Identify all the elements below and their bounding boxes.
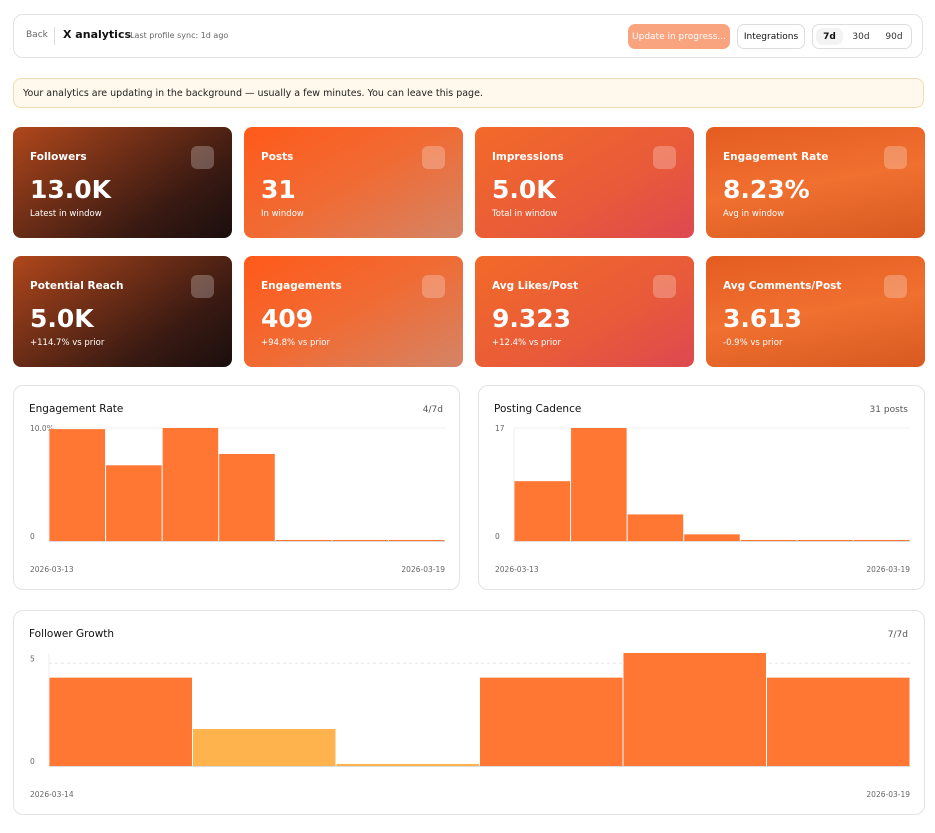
kpi-value: 3.613: [723, 304, 803, 333]
kpi-card: Posts 31 In window: [244, 127, 463, 238]
bar: [480, 677, 623, 766]
kpi-icon: [653, 275, 676, 298]
bar: [275, 540, 332, 541]
y-tick-label: 0: [495, 532, 500, 541]
kpi-sub: -0.9% vs prior: [723, 338, 783, 348]
bar: [219, 453, 275, 541]
chart-title: Posting Cadence: [494, 403, 581, 415]
bar: [767, 677, 910, 766]
back-link[interactable]: Back: [26, 30, 48, 40]
bar: [49, 677, 192, 766]
bar: [740, 540, 797, 541]
kpi-sub: Total in window: [492, 209, 558, 219]
bar: [193, 729, 336, 766]
bar: [684, 534, 740, 541]
bar: [162, 428, 219, 541]
range-button[interactable]: 7d: [816, 28, 843, 45]
kpi-value: 13.0K: [30, 175, 112, 204]
kpi-icon: [422, 146, 445, 169]
kpi-value: 5.0K: [30, 304, 94, 333]
bar: [853, 540, 910, 541]
chart-card: Follower Growth 7/7d 0 5 2026-03-14 2026-03-1…: [13, 610, 925, 815]
y-tick-label: 17: [495, 424, 505, 433]
kpi-icon: [191, 146, 214, 169]
sync-note: · Last profile sync: 1d ago: [125, 31, 229, 40]
page-title: X analytics: [63, 28, 132, 41]
kpi-icon: [191, 275, 214, 298]
kpi-label: Impressions: [492, 151, 564, 163]
kpi-value: 5.0K: [492, 175, 556, 204]
chart: Follower Growth 7/7d 0 5 2026-03-14 2026-03-1…: [29, 628, 910, 799]
kpi-icon: [653, 146, 676, 169]
x-tick-label: 2026-03-14: [30, 790, 74, 799]
range-group: 7d 30d 90d: [812, 24, 912, 49]
kpi-icon: [884, 146, 907, 169]
kpi-sub: In window: [261, 209, 304, 219]
status-banner: Your analytics are updating in the backg…: [13, 78, 924, 108]
bar: [388, 540, 445, 541]
header: Back X analytics · Last profile sync: 1d…: [13, 14, 923, 58]
x-tick-label: 2026-03-19: [866, 565, 910, 574]
bar: [627, 514, 684, 541]
y-tick-label: 0: [30, 757, 35, 766]
kpi-label: Engagement Rate: [723, 151, 829, 163]
chart: Posting Cadence 31 posts 0 17 2026-03-13 2026…: [494, 403, 910, 574]
bar: [623, 653, 766, 766]
kpi-label: Posts: [261, 151, 294, 163]
kpi-card: Avg Comments/Post 3.613 -0.9% vs prior: [706, 256, 925, 367]
divider: [54, 27, 55, 45]
x-tick-label: 2026-03-19: [866, 790, 910, 799]
chart-note: 31 posts: [870, 405, 909, 415]
chart-title: Follower Growth: [29, 628, 114, 640]
kpi-label: Engagements: [261, 280, 342, 292]
bar: [106, 465, 162, 541]
chart-note: 4/7d: [423, 405, 443, 415]
bar: [332, 540, 388, 541]
chart-note: 7/7d: [888, 630, 908, 640]
bar: [49, 429, 106, 541]
bar: [571, 428, 627, 541]
x-tick-label: 2026-03-13: [30, 565, 74, 574]
x-tick-label: 2026-03-13: [495, 565, 539, 574]
chart-card: Posting Cadence 31 posts 0 17 2026-03-13 2026…: [478, 385, 925, 590]
kpi-label: Potential Reach: [30, 280, 124, 292]
kpi-label: Avg Comments/Post: [723, 280, 842, 292]
chart: Engagement Rate 4/7d 0 10.0% 2026-03-13 2026-…: [29, 403, 445, 574]
y-tick-label: 0: [30, 532, 35, 541]
y-tick-label: 10.0%: [30, 424, 54, 433]
bar: [797, 540, 853, 541]
kpi-value: 409: [261, 304, 314, 333]
kpi-icon: [422, 275, 445, 298]
kpi-value: 31: [261, 175, 296, 204]
kpi-card: Followers 13.0K Latest in window: [13, 127, 232, 238]
range-button[interactable]: 90d: [885, 31, 903, 42]
kpi-sub: Latest in window: [30, 209, 102, 219]
kpi-sub: +94.8% vs prior: [261, 338, 330, 348]
integrations-button[interactable]: Integrations: [737, 24, 805, 49]
kpi-icon: [884, 275, 907, 298]
kpi-value: 9.323: [492, 304, 572, 333]
chart-card: Engagement Rate 4/7d 0 10.0% 2026-03-13 2026-…: [13, 385, 460, 590]
kpi-card: Impressions 5.0K Total in window: [475, 127, 694, 238]
kpi-card: Engagement Rate 8.23% Avg in window: [706, 127, 925, 238]
kpi-label: Followers: [30, 151, 87, 163]
update-button[interactable]: Update in progress...: [628, 24, 730, 49]
kpi-card: Potential Reach 5.0K +114.7% vs prior: [13, 256, 232, 367]
kpi-card: Engagements 409 +94.8% vs prior: [244, 256, 463, 367]
range-button[interactable]: 30d: [852, 31, 870, 42]
kpi-card: Avg Likes/Post 9.323 +12.4% vs prior: [475, 256, 694, 367]
x-tick-label: 2026-03-19: [401, 565, 445, 574]
bar: [514, 481, 571, 541]
bar: [336, 763, 479, 766]
kpi-sub: +12.4% vs prior: [492, 338, 561, 348]
kpi-label: Avg Likes/Post: [492, 280, 579, 292]
kpi-value: 8.23%: [723, 175, 810, 204]
kpi-sub: Avg in window: [723, 209, 785, 219]
y-tick-label: 5: [30, 654, 35, 663]
kpi-sub: +114.7% vs prior: [30, 338, 105, 348]
chart-title: Engagement Rate: [29, 403, 123, 415]
